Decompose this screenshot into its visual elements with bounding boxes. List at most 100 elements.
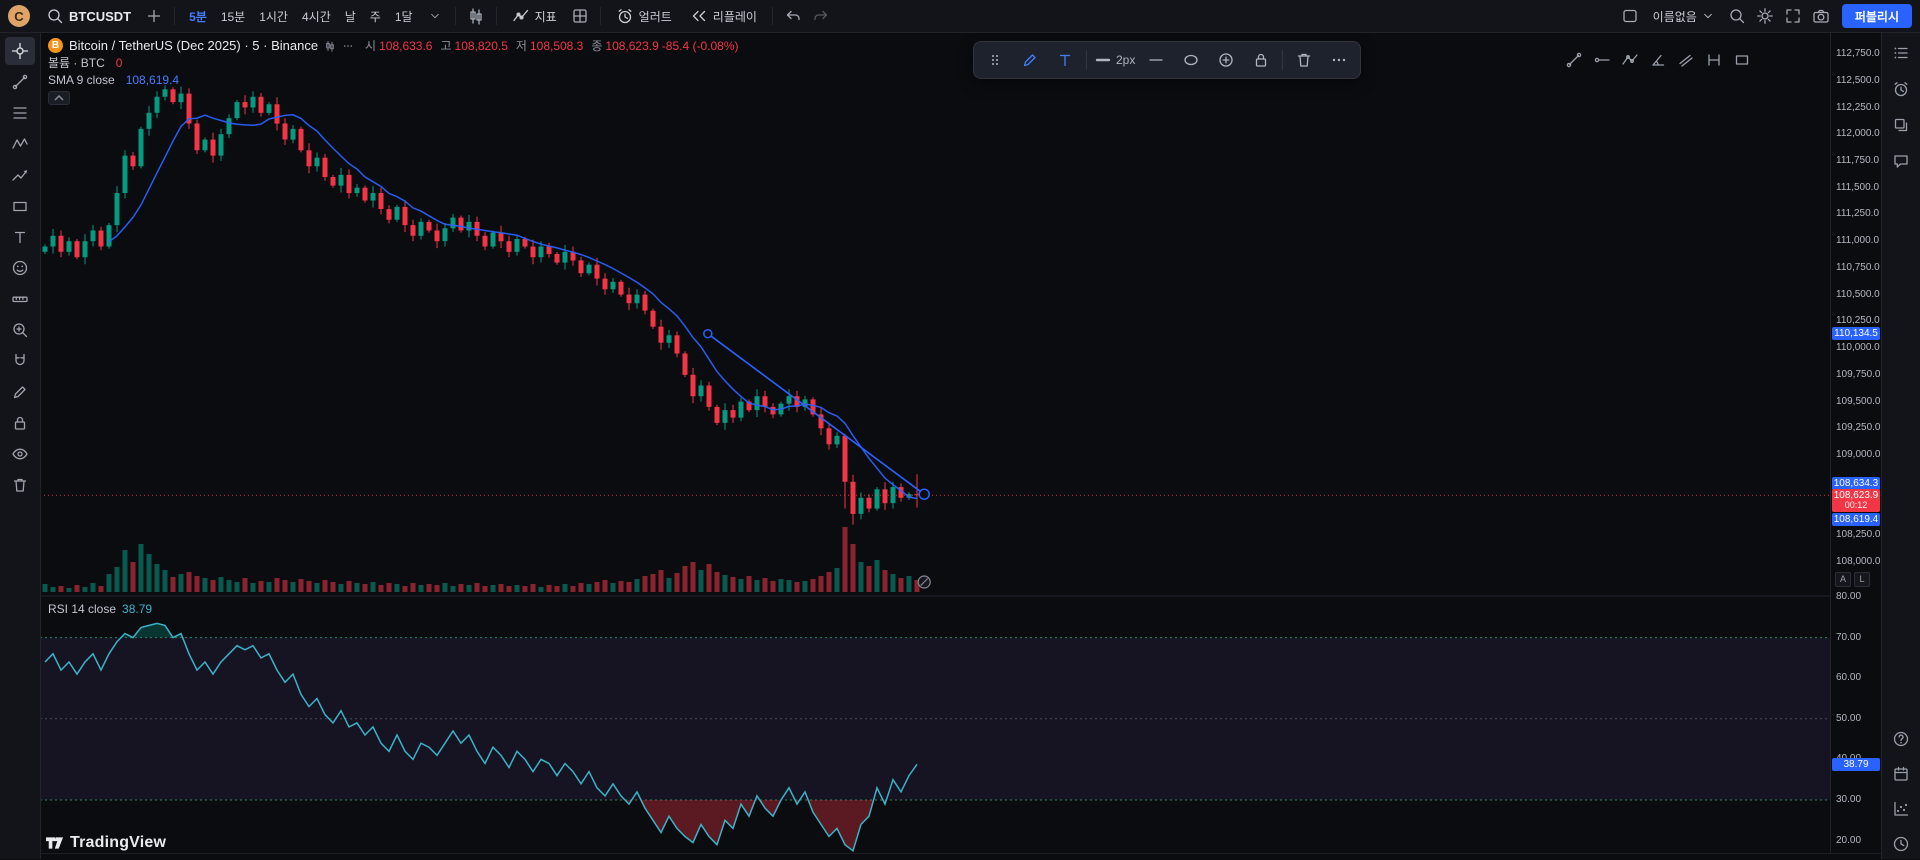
scale-toggle-l[interactable]: L: [1854, 572, 1870, 587]
trendline-tool[interactable]: [5, 68, 35, 96]
emoji-tool[interactable]: [5, 254, 35, 282]
object-tree-icon: [1892, 116, 1910, 134]
horizontal-ray-icon[interactable]: [1589, 47, 1615, 73]
rectangle-icon[interactable]: [1729, 47, 1755, 73]
alert-button[interactable]: 얼러트: [608, 4, 680, 28]
time-axis[interactable]: [40, 853, 1882, 860]
replay-button[interactable]: 리플레이: [682, 4, 765, 28]
ruler-icon: [11, 290, 29, 308]
magnet-tool[interactable]: [5, 347, 35, 375]
linew-icon: [1094, 51, 1112, 69]
prediction-tool[interactable]: [5, 161, 35, 189]
price-chart[interactable]: [40, 32, 1830, 859]
add-alert-icon[interactable]: [1209, 46, 1243, 74]
layout-templates-button[interactable]: [567, 4, 593, 28]
interval-button-4[interactable]: 4시간: [301, 9, 331, 24]
parallel-channel-icon[interactable]: [1673, 47, 1699, 73]
chart-mini-icon[interactable]: [324, 40, 336, 52]
text-style-icon[interactable]: [1048, 46, 1082, 74]
calendar-icon[interactable]: [1887, 761, 1915, 787]
undo-icon: [784, 7, 802, 25]
interval-group: 5분 15분 1시간 4시간 날 주 1달: [182, 4, 419, 28]
delete-icon[interactable]: [1287, 46, 1321, 74]
polyline-icon[interactable]: [1617, 47, 1643, 73]
chevron-down-icon: [1702, 10, 1714, 22]
screenshot-button[interactable]: [1808, 4, 1834, 28]
interval-button-2[interactable]: 15분: [220, 9, 246, 24]
price-label-drawing-anchor[interactable]: 110,134.5: [1832, 327, 1880, 341]
object-tree-icon[interactable]: [1887, 112, 1915, 138]
legend-collapse-button[interactable]: [48, 91, 70, 105]
draw-tool[interactable]: [5, 378, 35, 406]
fullscreen-button[interactable]: [1780, 4, 1806, 28]
symbol-name: BTCUSDT: [69, 8, 132, 24]
indicators-button[interactable]: 지표: [504, 4, 565, 28]
chart-type-button[interactable]: [463, 4, 489, 28]
interval-menu-button[interactable]: [422, 4, 448, 28]
date-range-icon: [1705, 51, 1723, 69]
rsi-value-label[interactable]: 38.79: [1832, 757, 1880, 771]
drag-handle-icon[interactable]: [978, 46, 1012, 74]
ellipse-icon[interactable]: [1174, 46, 1208, 74]
user-avatar[interactable]: C: [8, 5, 30, 27]
chart-pane[interactable]: B Bitcoin / TetherUS (Dec 2025) · 5 · Bi…: [40, 32, 1830, 859]
price-tick: 108,000.0: [1836, 556, 1881, 567]
lock-tool[interactable]: [5, 409, 35, 437]
tradingview-logo[interactable]: TradingView: [46, 834, 166, 852]
ruler-tool[interactable]: [5, 285, 35, 313]
interval-button-3[interactable]: 1시간: [259, 9, 288, 24]
angle-icon[interactable]: [1645, 47, 1671, 73]
polyline-icon: [1621, 51, 1639, 69]
lock-icon: [1252, 51, 1270, 69]
text-tool[interactable]: [5, 223, 35, 251]
interval-button-6[interactable]: 주: [369, 9, 381, 24]
layout-name-button[interactable]: 이름없음: [1645, 4, 1722, 28]
publish-button[interactable]: 퍼블리시: [1841, 4, 1912, 28]
alerts-icon[interactable]: [1887, 76, 1915, 102]
line-width-control[interactable]: 2px: [1091, 46, 1138, 74]
undo-button[interactable]: [780, 4, 806, 28]
interval-button-7[interactable]: 1달: [394, 9, 413, 24]
symbol-search-button[interactable]: BTCUSDT: [38, 4, 139, 28]
interval-button-5[interactable]: 날: [344, 9, 356, 24]
symbol-title[interactable]: Bitcoin / TetherUS (Dec 2025) · 5 · Bina…: [69, 38, 319, 53]
date-range-icon[interactable]: [1701, 47, 1727, 73]
drawing-anchor-marker[interactable]: [917, 575, 931, 589]
fullscreen-icon: [1784, 7, 1802, 25]
watchlist-icon[interactable]: [1887, 40, 1915, 66]
help-icon[interactable]: [1887, 726, 1915, 752]
more-icon[interactable]: [1322, 46, 1356, 74]
pattern-tool[interactable]: [5, 130, 35, 158]
crosshair-tool[interactable]: [5, 37, 35, 65]
legend-more-icon[interactable]: [342, 40, 354, 52]
trash-tool[interactable]: [5, 471, 35, 499]
scale-toggle-a[interactable]: A: [1835, 572, 1851, 587]
trend-line-drawing[interactable]: [703, 328, 930, 500]
shapes-tool[interactable]: [5, 192, 35, 220]
line-width-label: 2px: [1116, 53, 1136, 67]
rsi-tick: 20.00: [1836, 834, 1862, 846]
interval-button-1[interactable]: 5분: [189, 9, 207, 24]
quick-search-button[interactable]: [1724, 4, 1750, 28]
lock-icon[interactable]: [1244, 46, 1278, 74]
layout-select-button[interactable]: [1617, 4, 1643, 28]
hide-tool[interactable]: [5, 440, 35, 468]
redo-button[interactable]: [808, 4, 834, 28]
trendline-icon[interactable]: [1561, 47, 1587, 73]
brush-icon[interactable]: [1013, 46, 1047, 74]
price-tick: 110,000.0: [1836, 342, 1880, 354]
settings-button[interactable]: [1752, 4, 1778, 28]
line-style-icon[interactable]: [1139, 46, 1173, 74]
fibonacci-tool[interactable]: [5, 99, 35, 127]
clock-icon[interactable]: [1887, 831, 1915, 857]
zoom-tool[interactable]: [5, 316, 35, 344]
add-symbol-button[interactable]: [141, 4, 167, 28]
ideas-icon[interactable]: [1887, 796, 1915, 822]
chat-icon[interactable]: [1887, 148, 1915, 174]
price-label-last-price[interactable]: 108,623.9 00:12: [1832, 488, 1880, 512]
price-label-sma[interactable]: 108,619.4: [1832, 512, 1880, 526]
price-label-drawing-anchor-stacked[interactable]: 108,634.3: [1832, 476, 1880, 490]
search-icon: [46, 7, 64, 25]
price-tick: 108,250.0: [1836, 529, 1881, 541]
